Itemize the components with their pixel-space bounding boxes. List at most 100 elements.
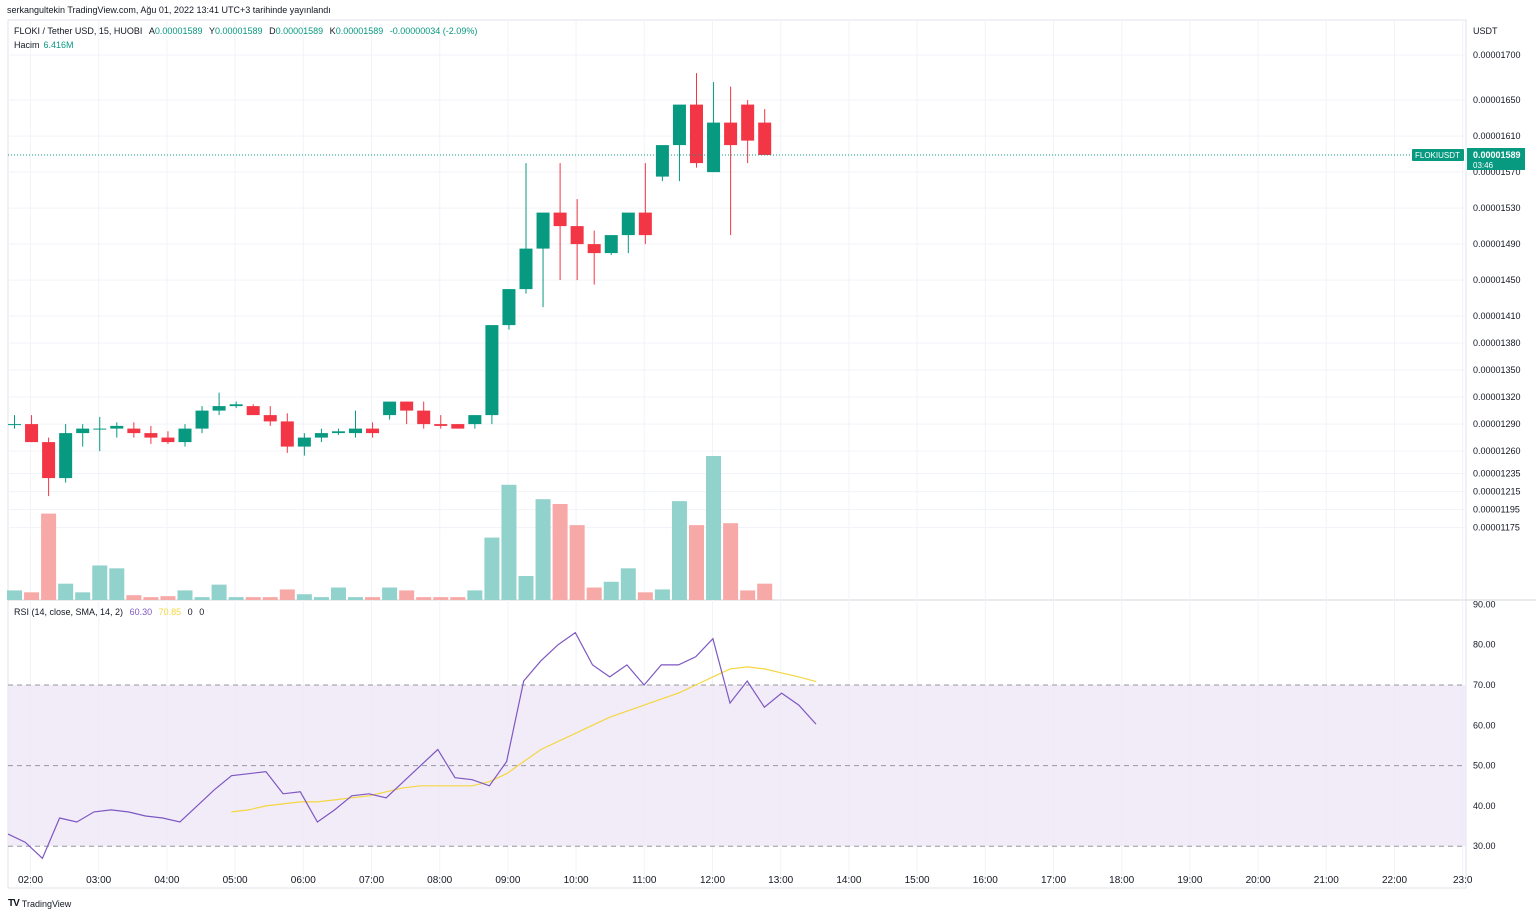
volume-bar <box>569 525 585 600</box>
time-tick-label: 10:00 <box>564 875 589 886</box>
time-tick-label: 13:00 <box>768 875 793 886</box>
price-tick-label: 0.00001175 <box>1473 523 1520 533</box>
volume-bar <box>92 565 108 600</box>
price-tick-label: 0.00001610 <box>1473 131 1521 141</box>
volume-bar <box>637 592 653 600</box>
tradingview-logo[interactable]: TV TradingView <box>8 898 71 909</box>
candle-body <box>707 122 721 173</box>
symbol-legend: FLOKI / Tether USD, 15, HUOBI A0.0000158… <box>14 26 477 36</box>
candle-body <box>366 428 380 434</box>
last-price-tag: 0.00001589 <box>1473 150 1521 160</box>
symbol-tag: FLOKIUSDT <box>1415 151 1460 160</box>
rsi-tick-label: 30.00 <box>1473 841 1496 851</box>
volume-bar <box>330 587 346 600</box>
time-tick-label: 21:00 <box>1314 875 1339 886</box>
candle-body <box>42 442 56 479</box>
volume-label[interactable]: Hacim <box>14 40 40 50</box>
volume-bar <box>723 523 739 600</box>
time-tick-label: 09:00 <box>495 875 520 886</box>
volume-bar <box>194 597 210 600</box>
price-tick-label: 0.00001410 <box>1473 311 1521 321</box>
publish-info: serkangultekin TradingView.com, Ağu 01, … <box>7 5 331 15</box>
volume-bar <box>348 597 363 600</box>
volume-bar <box>706 456 722 600</box>
candle-body <box>110 425 124 429</box>
candle-body <box>451 424 465 429</box>
open-value: 0.00001589 <box>154 26 203 36</box>
candle-body <box>638 212 652 236</box>
countdown-tag: 03:46 <box>1473 161 1494 170</box>
price-tick-label: 0.00001195 <box>1473 505 1520 515</box>
candle-body <box>246 406 260 416</box>
price-tick-label: 0.00001450 <box>1473 275 1521 285</box>
volume-bar <box>552 504 568 600</box>
volume-bar <box>58 583 74 600</box>
candle-body <box>8 424 21 426</box>
time-tick-label: 03:00 <box>86 875 111 886</box>
price-tick-label: 0.00001320 <box>1473 392 1521 402</box>
volume-bar <box>518 576 534 600</box>
high-value: 0.00001589 <box>215 26 263 36</box>
time-tick-label: 07:00 <box>359 875 384 886</box>
rsi-label[interactable]: RSI (14, close, SMA, 14, 2) <box>14 607 124 617</box>
price-tick-label: 0.00001570 <box>1473 167 1521 177</box>
time-tick-label: 20:00 <box>1246 875 1271 886</box>
open-label: A <box>148 26 155 36</box>
candle-body <box>161 437 175 443</box>
volume-bar <box>484 537 500 600</box>
candle-body <box>741 104 755 141</box>
candle-body <box>195 410 209 429</box>
symbol-title[interactable]: FLOKI / Tether USD, 15, HUOBI <box>14 26 143 36</box>
volume-bar <box>228 597 244 600</box>
candle-body <box>536 212 550 249</box>
candle-body <box>587 244 601 254</box>
price-axis-currency: USDT <box>1473 26 1498 36</box>
rsi-value: 60.30 <box>129 607 153 617</box>
candle-body <box>297 437 311 447</box>
tradingview-brand: TradingView <box>21 898 72 909</box>
volume-bar <box>7 590 22 600</box>
volume-bar <box>109 568 125 600</box>
rsi-tick-label: 70.00 <box>1473 680 1496 690</box>
candle-body <box>434 424 448 426</box>
volume-value: 6.416M <box>43 40 74 50</box>
price-tick-label: 0.00001290 <box>1473 419 1521 429</box>
price-tick-label: 0.00001700 <box>1473 50 1521 60</box>
last-price-tag-bg <box>1467 148 1525 170</box>
price-tick-label: 0.00001530 <box>1473 203 1521 213</box>
candle-body <box>758 122 772 155</box>
candle-body <box>212 406 226 411</box>
candle-body <box>417 410 431 425</box>
rsi-ma-value: 70.85 <box>158 607 182 617</box>
volume-bar <box>654 589 670 600</box>
volume-bar <box>262 597 278 600</box>
volume-bar <box>382 587 398 600</box>
candle-body <box>263 415 277 422</box>
volume-bar <box>24 592 40 600</box>
candle-body <box>25 424 39 443</box>
candle-body <box>724 122 738 146</box>
low-label: D <box>269 26 276 36</box>
volume-bar <box>279 589 295 600</box>
candle-body <box>468 415 482 425</box>
time-tick-label: 19:00 <box>1177 875 1202 886</box>
rsi-tick-label: 40.00 <box>1473 801 1496 811</box>
volume-bar <box>450 597 466 600</box>
change-value: -0.00000034 (-2.09%) <box>389 26 478 36</box>
candle-body <box>400 401 414 411</box>
volume-bar <box>296 594 312 600</box>
candle-body <box>672 104 686 146</box>
candle-body <box>59 433 73 479</box>
volume-bar <box>313 597 329 600</box>
candle-body <box>280 421 294 447</box>
rsi-tick-label: 90.00 <box>1473 599 1496 609</box>
volume-bar <box>245 597 261 600</box>
candle-body <box>76 428 90 434</box>
volume-bar <box>467 590 483 600</box>
candle-body <box>383 401 397 416</box>
candle-body <box>570 226 584 245</box>
rsi-legend: RSI (14, close, SMA, 14, 2) 60.30 70.85 … <box>14 607 204 617</box>
candle-body <box>621 212 635 236</box>
volume-bar <box>501 484 517 600</box>
